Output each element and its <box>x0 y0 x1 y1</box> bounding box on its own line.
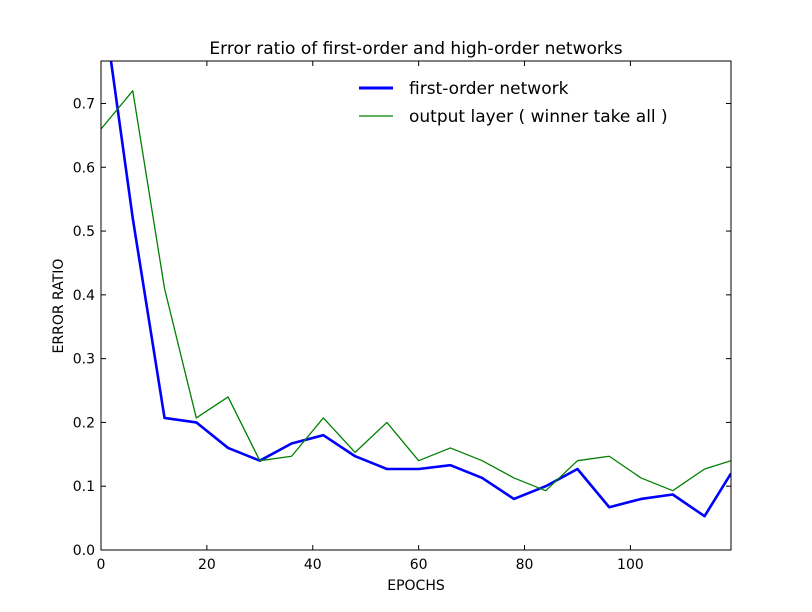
y-tick-label: 0.1 <box>73 479 95 495</box>
legend-label-first-order: first-order network <box>409 79 569 99</box>
x-tick-label: 100 <box>617 557 644 573</box>
tick-layer: 0 20 40 60 80 100 0.0 0.1 0.2 0.3 0.4 0.5 0.6 0.7 <box>73 61 731 573</box>
chart-title: Error ratio of first-order and high-orde… <box>209 39 622 59</box>
x-tick-label: 80 <box>516 557 534 573</box>
series-line-output-layer <box>101 90 731 492</box>
y-axis-label: ERROR RATIO <box>51 259 67 354</box>
series-layer <box>101 61 731 518</box>
plot-frame <box>100 60 732 551</box>
legend: first-order network output layer ( winne… <box>359 79 668 127</box>
x-tick-label: 20 <box>198 557 216 573</box>
y-tick-label: 0.0 <box>73 543 95 559</box>
y-tick-label: 0.4 <box>73 288 95 304</box>
x-tick-label: 0 <box>97 557 106 573</box>
x-tick-label: 40 <box>304 557 322 573</box>
series-line-first-order-network <box>109 61 731 518</box>
x-tick-label: 60 <box>410 557 428 573</box>
y-tick-label: 0.5 <box>73 224 95 240</box>
x-axis-label: EPOCHS <box>387 578 445 594</box>
y-tick-label: 0.6 <box>73 160 95 176</box>
y-tick-label: 0.2 <box>73 415 95 431</box>
y-tick-label: 0.7 <box>73 96 95 112</box>
y-tick-label: 0.3 <box>73 352 95 368</box>
plot-area <box>101 61 731 550</box>
legend-label-output-layer: output layer ( winner take all ) <box>409 107 668 127</box>
